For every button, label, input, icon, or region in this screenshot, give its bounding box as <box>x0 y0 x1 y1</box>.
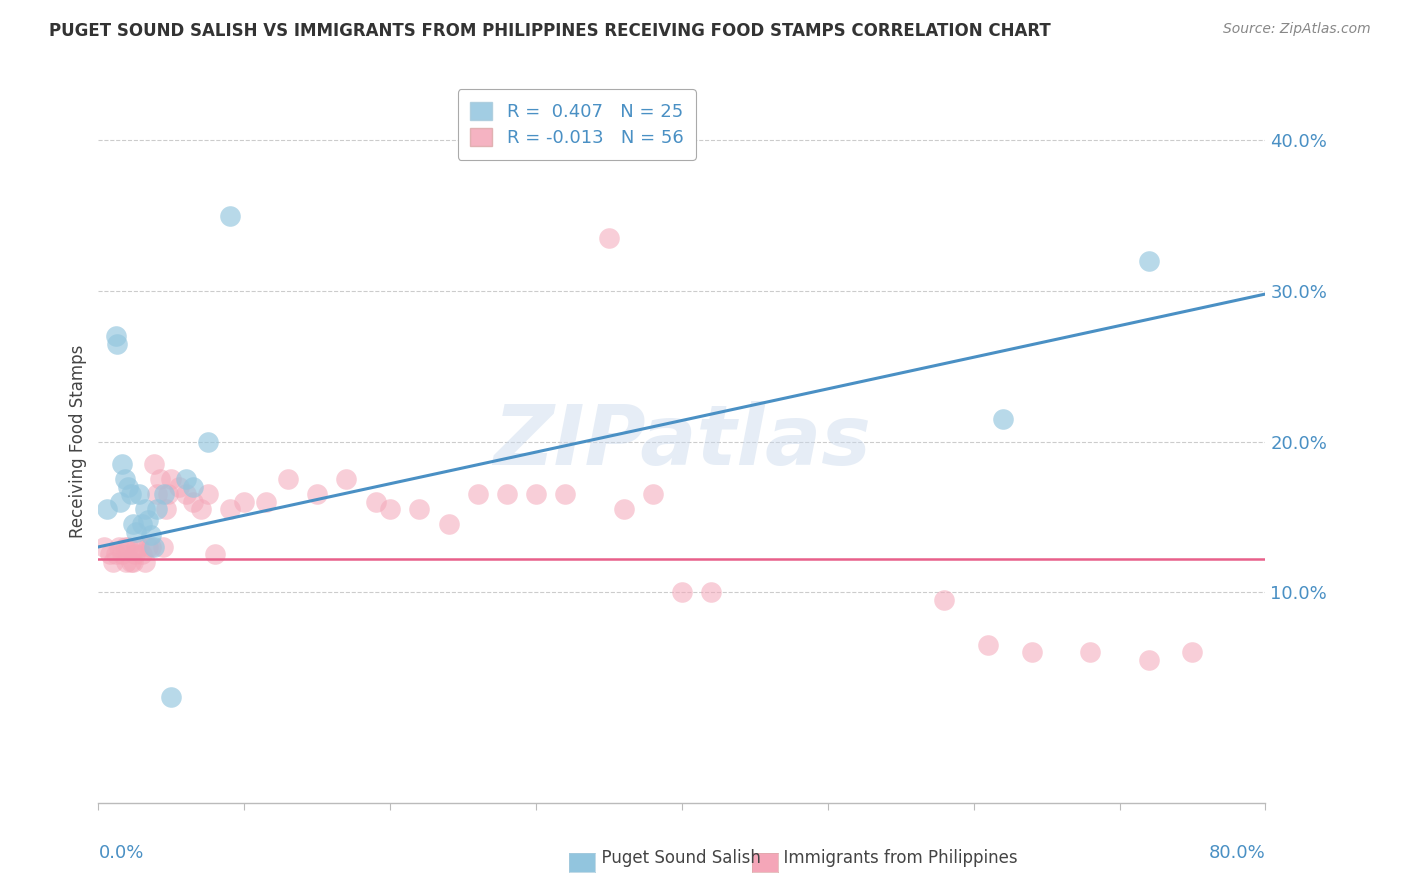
Point <box>1021 645 1043 659</box>
Point <box>197 434 219 449</box>
Point <box>700 585 723 599</box>
Point <box>380 502 402 516</box>
Point <box>612 502 634 516</box>
Point <box>146 487 169 501</box>
Point <box>174 472 197 486</box>
Point <box>174 487 197 501</box>
Point <box>149 472 172 486</box>
Point <box>105 336 128 351</box>
Point <box>496 487 519 501</box>
Point <box>335 472 357 486</box>
Point <box>114 540 136 554</box>
Point <box>233 494 256 508</box>
Point <box>1080 645 1102 659</box>
Point <box>115 555 138 569</box>
Point <box>254 494 277 508</box>
Point <box>554 487 576 501</box>
Point <box>155 502 177 516</box>
Point <box>93 540 115 554</box>
Point <box>153 487 176 501</box>
Point <box>218 502 240 516</box>
Point <box>114 472 136 486</box>
Point <box>181 480 204 494</box>
Point <box>160 472 183 486</box>
Point <box>98 548 121 562</box>
Point <box>125 524 148 539</box>
Point <box>117 540 139 554</box>
Point <box>117 480 139 494</box>
Text: Immigrants from Philippines: Immigrants from Philippines <box>773 849 1018 867</box>
Point <box>167 480 190 494</box>
Point <box>524 487 547 501</box>
Text: Source: ZipAtlas.com: Source: ZipAtlas.com <box>1223 22 1371 37</box>
Point <box>104 329 127 343</box>
Point <box>124 548 146 562</box>
Point <box>934 592 956 607</box>
Text: ZIPatlas: ZIPatlas <box>494 401 870 482</box>
Point <box>136 540 159 554</box>
Point <box>204 548 226 562</box>
Point <box>125 540 148 554</box>
Point <box>437 517 460 532</box>
Point <box>139 528 162 542</box>
Text: Puget Sound Salish: Puget Sound Salish <box>591 849 761 867</box>
Point <box>131 517 153 532</box>
Point <box>96 502 118 516</box>
Text: 80.0%: 80.0% <box>1209 845 1265 863</box>
Point <box>977 638 1000 652</box>
Legend: R =  0.407   N = 25, R = -0.013   N = 56: R = 0.407 N = 25, R = -0.013 N = 56 <box>458 89 696 160</box>
Point <box>307 487 329 501</box>
Point <box>181 494 204 508</box>
Point <box>120 487 142 501</box>
Point <box>142 457 165 471</box>
Text: PUGET SOUND SALISH VS IMMIGRANTS FROM PHILIPPINES RECEIVING FOOD STAMPS CORRELAT: PUGET SOUND SALISH VS IMMIGRANTS FROM PH… <box>49 22 1050 40</box>
Point <box>111 457 134 471</box>
Point <box>152 540 174 554</box>
Point <box>641 487 664 501</box>
Point <box>277 472 299 486</box>
Point <box>1181 645 1204 659</box>
Y-axis label: Receiving Food Stamps: Receiving Food Stamps <box>69 345 87 538</box>
Point <box>991 412 1014 426</box>
Point <box>671 585 693 599</box>
Point <box>108 540 131 554</box>
Point <box>364 494 387 508</box>
Point <box>104 548 127 562</box>
Point <box>139 540 162 554</box>
Point <box>408 502 430 516</box>
Point <box>134 555 156 569</box>
Point <box>467 487 489 501</box>
Point <box>111 548 134 562</box>
Point <box>1137 653 1160 667</box>
Text: 0.0%: 0.0% <box>98 845 143 863</box>
Point <box>136 513 159 527</box>
Point <box>218 209 240 223</box>
Point <box>1137 253 1160 268</box>
Point <box>131 548 153 562</box>
Point <box>157 487 180 501</box>
Point <box>101 555 124 569</box>
Point <box>146 502 169 516</box>
Point <box>160 690 183 705</box>
Point <box>128 540 150 554</box>
Point <box>122 517 145 532</box>
Point <box>122 555 145 569</box>
Point <box>134 502 156 516</box>
Point <box>197 487 219 501</box>
Point <box>598 231 620 245</box>
Point <box>190 502 212 516</box>
Point <box>120 555 142 569</box>
Point <box>128 487 150 501</box>
Point <box>110 494 132 508</box>
Point <box>142 540 165 554</box>
